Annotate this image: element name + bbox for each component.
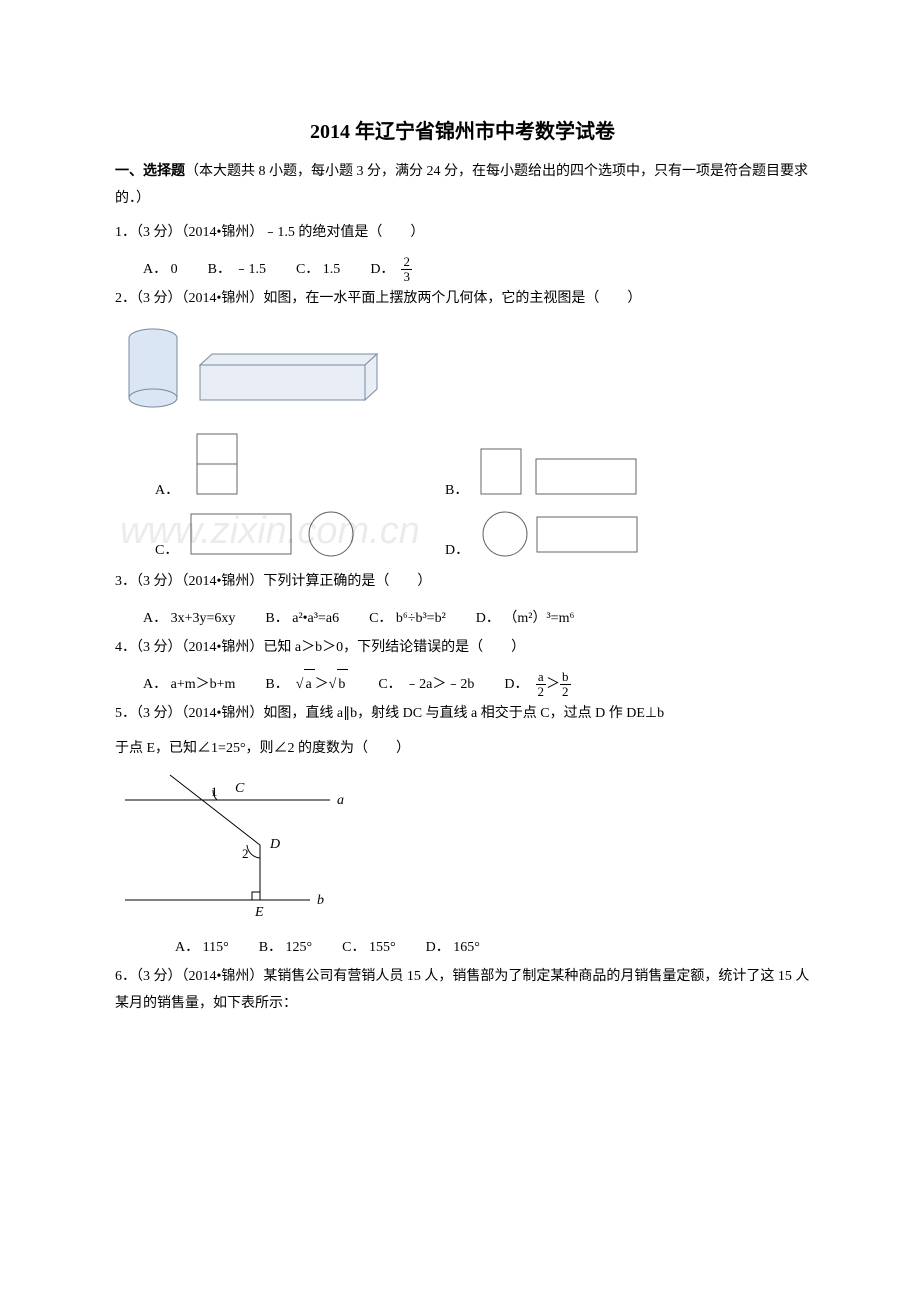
page-title: 2014 年辽宁省锦州市中考数学试卷 (115, 115, 810, 144)
q4-opt-b: B． √a＞√b (265, 669, 348, 701)
q2-opt-a-label: A． (155, 479, 179, 499)
q5-opt-a: A． 115° (175, 933, 229, 964)
q1-stem: 1．（3 分）（2014•锦州）﹣1.5 的绝对值是（ ） (115, 220, 810, 247)
q5-label-angle1: 1 (211, 784, 218, 799)
q3-stem: 3．（3 分）（2014•锦州）下列计算正确的是（ ） (115, 569, 810, 596)
fraction-numerator: 2 (401, 255, 412, 270)
q2-opt-a-svg (187, 429, 247, 499)
q5-label-angle2: 2 (242, 846, 249, 861)
q1-options: A． 0 B． ﹣1.5 C． 1.5 D． 2 3 (115, 255, 810, 286)
fraction-denominator: 2 (560, 685, 571, 699)
q3-opt-c: C． b⁶÷b³=b² (369, 604, 446, 635)
q1-opt-d-fraction: 2 3 (401, 255, 412, 285)
q2-opt-d-label: D． (445, 539, 469, 559)
q4-frac-a2: a2 (536, 670, 547, 700)
section-1-desc: （本大题共 8 小题，每小题 3 分，满分 24 分，在每小题给出的四个选项中，… (115, 164, 808, 206)
q3-opt-a: A． 3x+3y=6xy (143, 604, 235, 635)
q6-stem: 6．（3 分）（2014•锦州）某销售公司有营销人员 15 人，销售部为了制定某… (115, 964, 810, 1017)
q5-figure: 1 C D 2 E a b (115, 770, 810, 925)
q2-opt-d: D． (445, 509, 735, 559)
q4-opt-d: D． a2＞b2 (504, 670, 570, 701)
q1-opt-d: D． 2 3 (370, 255, 412, 286)
q5-stem-line2: 于点 E，已知∠1=25°，则∠2 的度数为（ ） (115, 736, 810, 763)
q2-figure (115, 320, 810, 425)
fraction-denominator: 3 (401, 270, 412, 284)
q3-opt-b: B． a²•a³=a6 (265, 604, 339, 635)
q2-solids-svg (115, 320, 385, 420)
section-1-heading: 一、选择题（本大题共 8 小题，每小题 3 分，满分 24 分，在每小题给出的四… (115, 159, 810, 212)
q5-label-a: a (337, 793, 344, 808)
q5-label-b: b (317, 893, 324, 908)
sqrt-a-radicand: a (304, 669, 314, 701)
q5-stem-line1: 5．（3 分）（2014•锦州）如图，直线 a∥b，射线 DC 与直线 a 相交… (115, 701, 810, 728)
q5-opt-d: D． 165° (426, 933, 480, 964)
q2-opt-b: B． (445, 429, 735, 499)
q2-opt-a: A． (155, 429, 445, 499)
q4-opt-a: A． a+m＞b+m (143, 670, 235, 701)
section-1-label: 一、选择题 (115, 164, 185, 179)
q3-options: A． 3x+3y=6xy B． a²•a³=a6 C． b⁶÷b³=b² D． … (115, 604, 810, 635)
sqrt-b-radicand: b (337, 669, 348, 701)
q2-opt-d-svg (477, 509, 647, 559)
q5-opt-b: B． 125° (259, 933, 312, 964)
q2-stem: 2．（3 分）（2014•锦州）如图，在一水平面上摆放两个几何体，它的主视图是（… (115, 286, 810, 313)
q4-frac-b2: b2 (560, 670, 571, 700)
q1-opt-c: C． 1.5 (296, 255, 340, 286)
fraction-denominator: 2 (536, 685, 547, 699)
q2-opt-b-svg (476, 444, 646, 499)
sqrt-b: √b (329, 669, 349, 701)
sqrt-a: √a (296, 669, 315, 701)
q5-label-d: D (269, 837, 280, 852)
q1-opt-b: B． ﹣1.5 (208, 255, 266, 286)
q4-opt-c: C． ﹣2a＞﹣2b (378, 670, 474, 701)
q1-opt-d-prefix: D． (370, 262, 394, 277)
q1-opt-a: A． 0 (143, 255, 178, 286)
q5-label-e: E (254, 905, 264, 920)
q5-options: A． 115° B． 125° C． 155° D． 165° (115, 933, 810, 964)
q4-stem: 4．（3 分）（2014•锦州）已知 a＞b＞0，下列结论错误的是（ ） (115, 635, 810, 662)
q2-options: A． B． C． D． (115, 429, 810, 559)
q2-opt-b-label: B． (445, 479, 468, 499)
q3-opt-d: D． （m²）³=m⁶ (476, 604, 575, 635)
q5-svg: 1 C D 2 E a b (115, 770, 365, 920)
q4-opt-b-prefix: B． (265, 677, 288, 692)
q5-label-c: C (235, 781, 245, 796)
q2-opt-c-label: C． (155, 539, 178, 559)
fraction-numerator: a (536, 670, 547, 685)
q4-opt-d-prefix: D． (504, 677, 528, 692)
fraction-numerator: b (560, 670, 571, 685)
q2-opt-c-svg (186, 509, 366, 559)
q5-opt-c: C． 155° (342, 933, 395, 964)
q2-opt-c: C． (155, 509, 445, 559)
q4-options: A． a+m＞b+m B． √a＞√b C． ﹣2a＞﹣2b D． a2＞b2 (115, 669, 810, 701)
